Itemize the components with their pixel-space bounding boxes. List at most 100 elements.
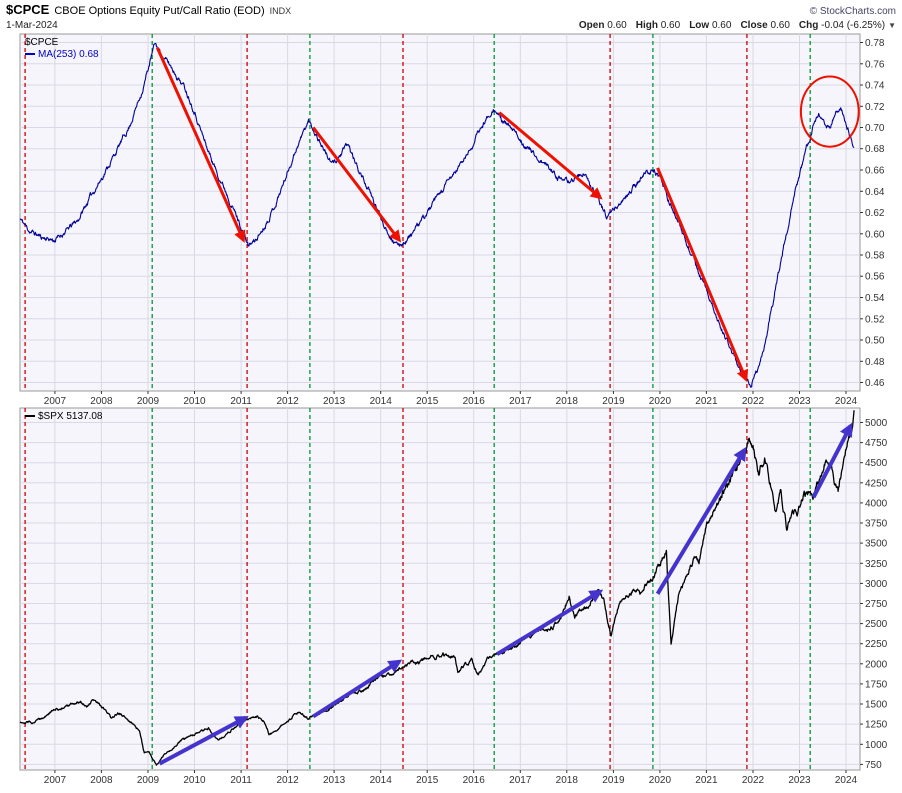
y-axis-label: 3500 [865, 539, 888, 550]
legend-label: MA(253) 0.68 [38, 49, 99, 60]
y-axis-label: 0.52 [865, 314, 885, 325]
y-axis-label: 750 [865, 760, 882, 771]
y-axis-label: 0.60 [865, 229, 885, 240]
y-axis-label: 0.50 [865, 336, 885, 347]
y-axis-label: 3750 [865, 519, 888, 530]
panel-spx: 5000 4750 4500 4250 4000 3750 3500 3250 3000 2750… [19, 407, 888, 786]
blue-advance-arrow-5 [811, 422, 853, 499]
y-axis-label: 0.70 [865, 123, 885, 134]
y-axis-label: 5000 [865, 418, 888, 429]
blue-advance-arrow-3 [495, 589, 604, 656]
red-decline-arrow-3 [498, 111, 603, 200]
x-axis-label: 2018 [556, 396, 579, 407]
x-axis-label: 2010 [183, 396, 206, 407]
x-axis-label: 2016 [463, 775, 486, 786]
x-axis-label: 2024 [835, 775, 858, 786]
y-axis-label: 4750 [865, 438, 888, 449]
exchange-label: INDX [269, 6, 292, 16]
y-axis-label: 1250 [865, 720, 888, 731]
red-decline-arrow-2 [312, 126, 402, 243]
plot-area [19, 407, 861, 771]
y-axis-label: 2750 [865, 599, 888, 610]
x-axis-label: 2019 [602, 775, 625, 786]
y-axis-label: 0.74 [865, 81, 885, 92]
price-charts: 0.78 0.76 0.74 0.72 0.70 0.68 0.66 0.64 0.62 0.60… [19, 33, 888, 786]
y-axis-label: 0.68 [865, 144, 885, 155]
legend-label: $SPX 5137.08 [38, 411, 103, 422]
y-axis-label: 0.58 [865, 251, 885, 262]
x-axis-label: 2018 [556, 775, 579, 786]
copyright: © StockCharts.com [809, 6, 896, 17]
y-axis-label: 3250 [865, 559, 888, 570]
y-axis-label: 3000 [865, 579, 888, 590]
y-axis-label: 1000 [865, 740, 888, 751]
change-down-icon: ▼ [888, 21, 896, 30]
y-axis-label: 2000 [865, 659, 888, 670]
quote-value: 0.60 [767, 20, 790, 31]
x-axis-label: 2016 [463, 396, 486, 407]
x-axis-label: 2021 [695, 396, 718, 407]
x-axis-label: 2009 [137, 775, 160, 786]
double-top-circle-annotation [799, 75, 860, 148]
quote-value: 0.60 [604, 20, 627, 31]
quote-field: Close 0.60 [740, 20, 789, 31]
quote-field: Chg -0.04 (-6.25%) [799, 20, 885, 31]
y-axis-label: 0.62 [865, 208, 885, 219]
x-axis-label: 2008 [90, 775, 113, 786]
x-axis-label: 2009 [137, 396, 160, 407]
quote-label: Low [689, 20, 710, 31]
y-axis-label: 0.64 [865, 187, 885, 198]
x-axis-label: 2017 [509, 396, 532, 407]
chart-header: $CPCE CBOE Options Equity Put/Call Ratio… [0, 0, 902, 32]
x-axis-label: 2007 [44, 775, 67, 786]
quote-value: -0.04 (-6.25%) [818, 20, 886, 31]
x-axis-label: 2013 [323, 396, 346, 407]
x-axis-label: 2011 [230, 396, 252, 407]
x-axis-label: 2014 [370, 396, 393, 407]
x-axis-label: 2012 [276, 775, 299, 786]
x-axis-label: 2021 [695, 775, 718, 786]
quote-value: 0.60 [709, 20, 732, 31]
panel-cpce: 0.78 0.76 0.74 0.72 0.70 0.68 0.66 0.64 0.62 0.60… [19, 33, 885, 407]
x-axis-label: 2008 [90, 396, 113, 407]
y-axis-label: 0.56 [865, 272, 885, 283]
quote-value: 0.60 [657, 20, 681, 31]
y-axis-label: 0.54 [865, 293, 885, 304]
y-axis-label: 0.76 [865, 59, 885, 70]
quote-label: Close [740, 20, 768, 31]
x-axis-label: 2020 [649, 396, 672, 407]
quote-label: Open [578, 20, 605, 31]
quote-field: High 0.60 [636, 20, 680, 31]
x-axis-label: 2023 [788, 775, 811, 786]
y-axis-label: 2500 [865, 619, 888, 630]
x-axis-label: 2023 [788, 396, 811, 407]
y-axis-label: 0.72 [865, 102, 885, 113]
x-axis-label: 2015 [416, 396, 439, 407]
y-axis-label: 1750 [865, 679, 888, 690]
x-axis-label: 2007 [44, 396, 67, 407]
y-axis-label: 2250 [865, 639, 888, 650]
symbol-description: CBOE Options Equity Put/Call Ratio (EOD) [54, 5, 265, 17]
x-axis-label: 2010 [183, 775, 206, 786]
title-row: $CPCE CBOE Options Equity Put/Call Ratio… [6, 3, 896, 19]
y-axis-label: 1500 [865, 700, 888, 711]
quote-field: Low 0.60 [689, 20, 731, 31]
x-axis-label: 2024 [835, 396, 858, 407]
x-axis-label: 2022 [742, 396, 765, 407]
y-axis-label: 0.46 [865, 378, 885, 389]
quote-label: High [635, 20, 658, 31]
blue-advance-arrow-1 [158, 715, 249, 766]
red-decline-arrow-4 [656, 167, 749, 383]
symbol: $CPCE [6, 2, 50, 17]
y-axis-label: 0.48 [865, 357, 885, 368]
x-axis-label: 2022 [742, 775, 765, 786]
x-axis-label: 2014 [370, 775, 393, 786]
y-axis-label: 4500 [865, 458, 888, 469]
quote-label: Chg [798, 20, 819, 31]
x-axis-label: 2013 [323, 775, 346, 786]
x-axis-label: 2011 [230, 775, 252, 786]
x-axis-label: 2012 [276, 396, 299, 407]
blue-advance-arrow-4 [655, 446, 747, 595]
y-axis-label: 0.78 [865, 38, 885, 49]
